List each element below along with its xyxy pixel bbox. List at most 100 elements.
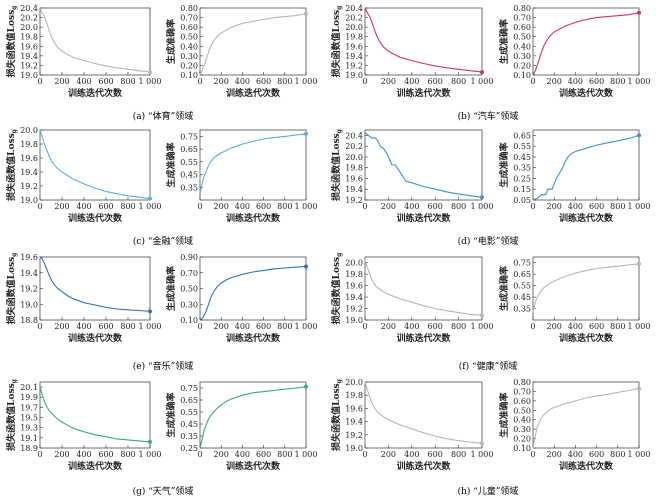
y-tick-label: 19.2 — [345, 431, 363, 440]
series-end-marker — [148, 439, 152, 444]
y-tick-label: 19.6 — [20, 42, 38, 51]
series-end-marker — [480, 441, 484, 446]
series-end-marker — [304, 131, 308, 136]
y-tick-label: 0.60 — [180, 23, 198, 32]
y-tick-label: 20.0 — [345, 259, 363, 268]
y-tick-label: 19.8 — [345, 164, 363, 173]
x-tick-label: 0 — [37, 322, 42, 331]
chart-d-accuracy: 0 200 400 600 800 1 000 0.05 0.15 0.250.35 0.45 0.… — [498, 129, 650, 224]
series-end-marker — [480, 195, 484, 200]
y-tick-label: 0.30 — [180, 52, 198, 61]
y-axis-label: 损失函数值Lossg — [5, 5, 18, 77]
series-end-marker — [480, 70, 484, 75]
y-tick-label: 0.45 — [513, 293, 531, 302]
x-tick-label: 800 — [451, 202, 466, 211]
x-tick-label: 600 — [256, 202, 271, 211]
series-line — [39, 129, 151, 200]
y-axis-label-subscript: g — [336, 378, 343, 383]
y-tick-label: 0.10 — [180, 71, 198, 80]
x-tick-label: 200 — [214, 202, 229, 211]
x-tick-label: 1 000 — [139, 450, 162, 459]
x-tick-label: 0 — [530, 322, 535, 331]
x-tick-label: 400 — [568, 77, 583, 86]
y-tick-label: 0.50 — [513, 33, 531, 42]
y-tick-label: 19.5 — [20, 414, 38, 423]
series-end-marker — [304, 11, 308, 16]
y-tick-label: 0.30 — [180, 300, 198, 309]
y-tick-label: 19.8 — [345, 33, 363, 42]
y-axis-label: 生成准确率 — [165, 19, 177, 64]
chart-g-loss: 0 200 400 600 800 1 000 18.919.119.319.5 19.719… — [5, 378, 161, 472]
x-tick-label: 0 — [530, 450, 535, 459]
plot-frame — [199, 129, 307, 201]
y-tick-label: 0.55 — [180, 408, 198, 417]
y-tick-label: 19.2 — [345, 196, 363, 205]
y-tick-label: 19.4 — [345, 185, 363, 194]
x-axis-label: 训练迭代次数 — [396, 332, 451, 344]
x-tick-label: 600 — [98, 322, 113, 331]
x-tick-label: 200 — [381, 77, 396, 86]
x-tick-label: 800 — [610, 322, 625, 331]
y-tick-label: 0.45 — [180, 420, 198, 429]
x-tick-label: 0 — [362, 450, 367, 459]
x-tick-label: 200 — [54, 322, 69, 331]
y-tick-label: 19.6 — [20, 253, 38, 262]
x-tick-label: 800 — [277, 450, 292, 459]
y-axis-label: 损失函数值Lossg — [330, 128, 343, 200]
y-tick-label: 20.0 — [345, 153, 363, 162]
series-end-marker — [480, 313, 484, 318]
x-tick-label: 1 000 — [471, 450, 494, 459]
y-tick-label: 0.35 — [513, 164, 531, 173]
y-tick-label: 0.70 — [180, 14, 198, 23]
x-tick-label: 0 — [530, 77, 535, 86]
x-tick-label: 600 — [589, 77, 604, 86]
x-tick-label: 0 — [362, 202, 367, 211]
caption-e: (e) “音乐”领域 — [133, 360, 193, 372]
series-line — [532, 134, 640, 201]
x-tick-label: 800 — [451, 77, 466, 86]
series-end-marker — [148, 70, 152, 75]
series-line — [199, 133, 307, 194]
y-tick-label: 0.20 — [513, 61, 531, 70]
y-tick-label: 0.80 — [513, 4, 531, 13]
y-tick-label: 20.0 — [20, 126, 38, 135]
x-tick-label: 200 — [547, 77, 562, 86]
x-tick-label: 400 — [76, 77, 91, 86]
x-tick-label: 400 — [76, 450, 91, 459]
x-tick-label: 400 — [76, 322, 91, 331]
plot-frame — [364, 256, 483, 321]
y-tick-label: 0.80 — [513, 378, 531, 387]
x-tick-label: 0 — [197, 77, 202, 86]
y-axis-label-subscript: g — [336, 128, 343, 133]
y-tick-label: 0.40 — [513, 416, 531, 425]
series-line — [199, 386, 307, 449]
y-tick-label: 19.4 — [345, 52, 363, 61]
y-axis-label: 损失函数值Lossg — [330, 378, 343, 450]
y-tick-label: 0.90 — [180, 253, 198, 262]
x-tick-label: 0 — [37, 77, 42, 86]
chart-c-accuracy: 0 200 400 600 800 1 000 0.35 0.45 0.55 0.65 0.75 训练… — [165, 129, 317, 224]
y-tick-label: 19.4 — [20, 52, 38, 61]
chart-c-loss: 0 200 400 600 800 1 000 19.0 19.2 19.4 19.6 19.8 20… — [5, 126, 161, 224]
x-axis-label: 训练迭代次数 — [559, 87, 614, 99]
y-tick-label: 19.6 — [345, 42, 363, 51]
caption-b: (b) “汽车”领域 — [458, 110, 519, 122]
y-tick-label: 0.25 — [513, 174, 531, 183]
x-tick-label: 600 — [256, 77, 271, 86]
y-tick-label: 0.05 — [513, 196, 531, 205]
series-end-marker — [304, 384, 308, 389]
x-tick-label: 1 000 — [471, 322, 494, 331]
y-tick-label: 0.55 — [180, 158, 198, 167]
x-axis-label: 训练迭代次数 — [226, 87, 281, 99]
plot-frame — [364, 129, 483, 201]
plot-frame — [364, 381, 483, 449]
chart-f-accuracy: 0 200 400 600 800 1 000 0.35 0.45 0.55 0.65 0.75 训练… — [498, 256, 650, 344]
y-tick-label: 0.50 — [513, 406, 531, 415]
x-tick-label: 800 — [451, 322, 466, 331]
y-axis-label: 损失函数值Lossg — [5, 378, 18, 450]
x-tick-label: 1 000 — [295, 77, 318, 86]
series-line — [364, 381, 483, 444]
caption-c: (c) “金融”领域 — [133, 235, 193, 247]
y-tick-label: 18.9 — [20, 444, 38, 453]
x-tick-label: 400 — [235, 202, 250, 211]
